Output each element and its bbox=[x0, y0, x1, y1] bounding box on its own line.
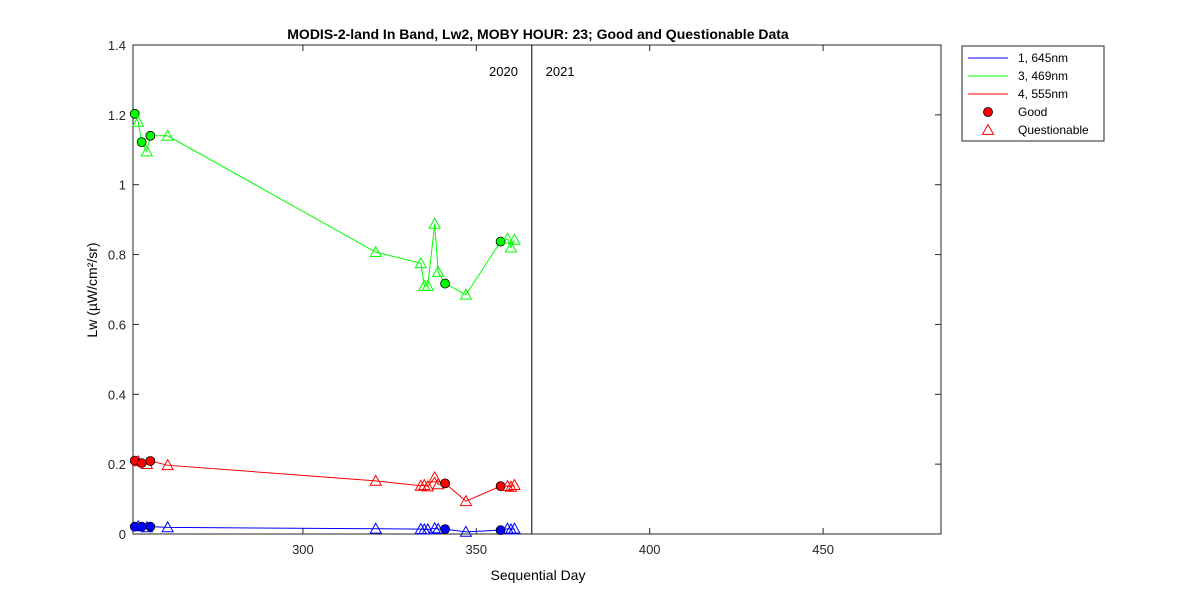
questionable-point-marker bbox=[501, 479, 514, 492]
good-point-marker bbox=[495, 481, 506, 492]
questionable-point-marker bbox=[369, 474, 383, 486]
questionable-point-marker bbox=[131, 115, 145, 127]
questionable-point-marker bbox=[414, 256, 428, 269]
questionable-point-marker bbox=[428, 217, 442, 229]
plot-frame bbox=[132, 44, 942, 535]
legend-label: 4, 555nm bbox=[1018, 87, 1068, 101]
y-tick-label: 0.2 bbox=[108, 457, 126, 472]
legend-good-marker bbox=[983, 107, 993, 117]
y-tick-label: 1 bbox=[119, 178, 126, 193]
good-point-marker bbox=[129, 108, 140, 119]
good-point-marker bbox=[145, 130, 156, 141]
questionable-point-marker bbox=[504, 480, 518, 492]
questionable-point-marker bbox=[459, 288, 473, 300]
good-point-marker bbox=[440, 478, 451, 489]
good-point-marker bbox=[440, 524, 451, 535]
y-tick-label: 0.4 bbox=[108, 387, 126, 402]
year-label: 2020 bbox=[489, 64, 518, 79]
questionable-point-marker bbox=[504, 241, 518, 253]
questionable-point-marker bbox=[161, 129, 175, 141]
questionable-point-marker bbox=[428, 521, 442, 534]
questionable-point-marker bbox=[414, 479, 428, 491]
chart-title: MODIS-2-land In Band, Lw2, MOBY HOUR: 23… bbox=[287, 26, 789, 42]
questionable-point-marker bbox=[504, 522, 518, 535]
questionable-point-marker bbox=[140, 145, 154, 157]
questionable-point-marker bbox=[161, 520, 175, 533]
questionable-point-marker bbox=[369, 245, 383, 258]
x-tick-label: 350 bbox=[465, 542, 487, 557]
good-point-marker bbox=[145, 521, 156, 532]
x-tick-label: 300 bbox=[292, 542, 314, 557]
legend-label: 1, 645nm bbox=[1018, 51, 1068, 65]
questionable-point-marker bbox=[417, 478, 431, 490]
x-tick-label: 400 bbox=[639, 542, 661, 557]
year-label: 2021 bbox=[546, 64, 575, 79]
legend: 1, 645nm 3, 469nm 4, 555nm Good Questionable bbox=[961, 45, 1105, 142]
questionable-point-marker bbox=[428, 470, 442, 483]
questionable-point-marker bbox=[508, 478, 521, 490]
legend-label: Questionable bbox=[1018, 123, 1089, 137]
good-point-marker bbox=[136, 521, 147, 532]
questionable-point-marker bbox=[431, 265, 445, 277]
legend-questionable-marker bbox=[981, 123, 995, 135]
questionable-point-marker bbox=[161, 458, 175, 471]
questionable-point-marker bbox=[421, 479, 435, 492]
questionable-point-marker bbox=[508, 522, 521, 534]
questionable-point-marker bbox=[369, 522, 383, 534]
good-point-marker bbox=[440, 278, 451, 289]
legend-label: Good bbox=[1018, 105, 1047, 119]
y-tick-label: 1.4 bbox=[108, 38, 126, 53]
questionable-point-marker bbox=[459, 525, 473, 537]
y-axis-label: Lw (µW/cm²/sr) bbox=[84, 242, 100, 337]
questionable-point-marker bbox=[421, 279, 435, 291]
good-point-marker bbox=[145, 456, 156, 466]
questionable-point-marker bbox=[459, 494, 473, 507]
y-tick-label: 1.2 bbox=[108, 108, 126, 123]
questionable-point-marker bbox=[508, 233, 521, 245]
questionable-point-marker bbox=[501, 232, 514, 244]
y-tick-label: 0 bbox=[119, 527, 126, 542]
plot-area: 0 0.2 0.4 0.6 0.8 1 1.2 1.4 300 350 400 450 2020 2021 bbox=[108, 38, 942, 557]
good-point-marker bbox=[495, 236, 506, 247]
good-point-marker bbox=[136, 137, 147, 148]
questionable-point-marker bbox=[501, 522, 514, 534]
questionable-point-marker bbox=[421, 522, 435, 535]
y-tick-label: 0.8 bbox=[108, 248, 126, 263]
legend-label: 3, 469nm bbox=[1018, 69, 1068, 83]
y-tick-label: 0.6 bbox=[108, 317, 126, 332]
x-tick-label: 450 bbox=[812, 542, 834, 557]
x-axis-label: Sequential Day bbox=[491, 567, 586, 583]
